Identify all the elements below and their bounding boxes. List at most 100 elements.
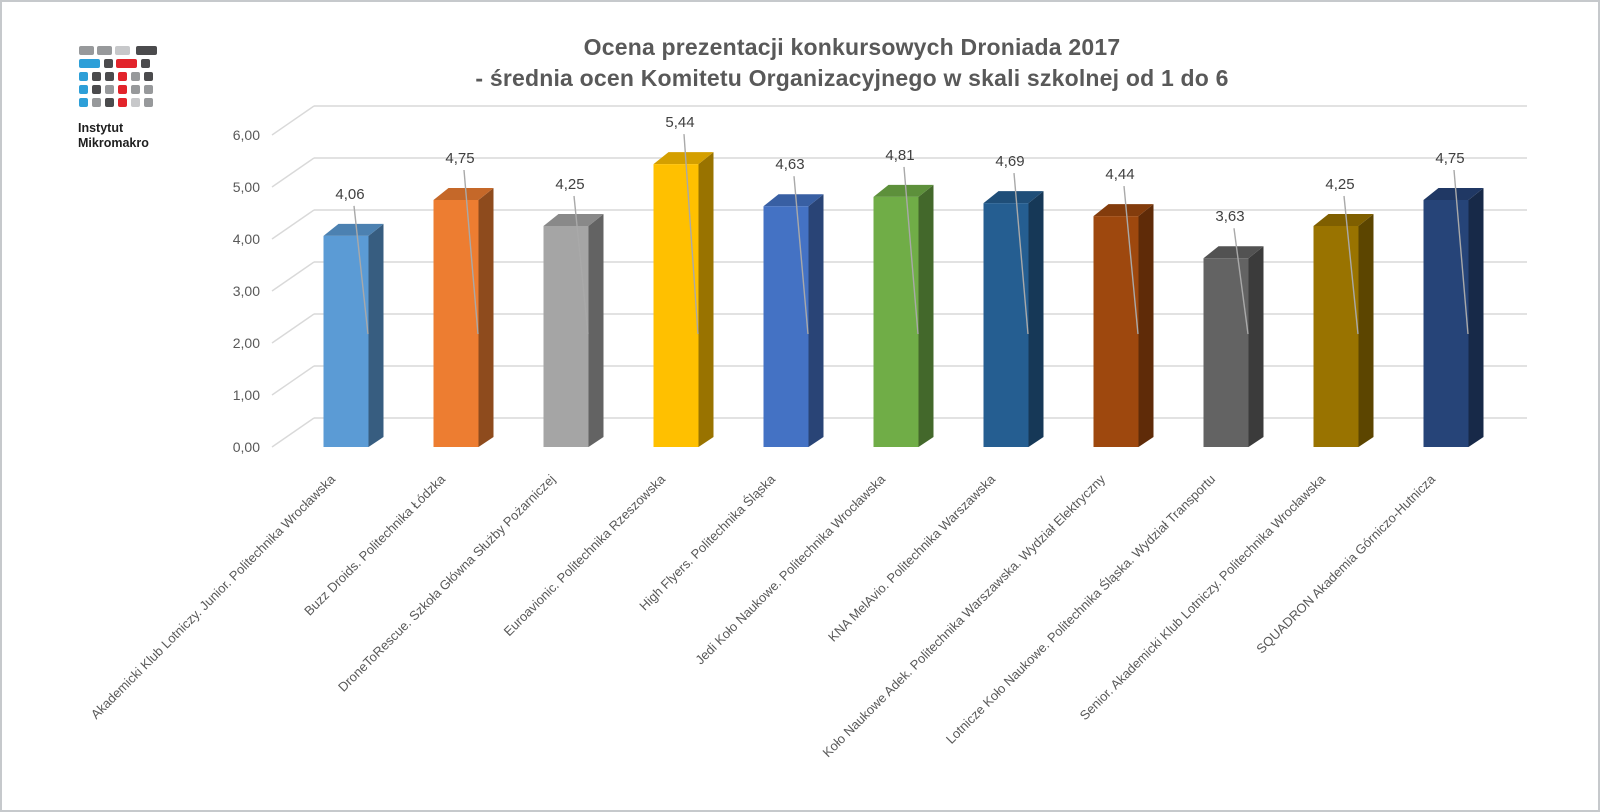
bar-value-label: 4,75 — [1435, 150, 1464, 167]
logo-cell — [104, 59, 113, 68]
bar-top-face — [323, 223, 384, 236]
category-label: Lotnicze Koło Naukowe. Politechnika Śląs… — [943, 472, 1218, 747]
bar-top-face — [543, 214, 604, 226]
logo-cell — [144, 72, 153, 81]
value-label-leader-line — [463, 169, 479, 335]
logo-text-line-2: Mikromakro — [78, 136, 149, 150]
bar — [1423, 200, 1469, 447]
category-label: Senior. Akademicki Klub Lotniczy. Polite… — [1077, 471, 1329, 723]
bar-side-face — [368, 223, 384, 447]
gridline-perspective-tick — [271, 365, 315, 396]
logo-cell — [79, 46, 94, 55]
logo-cell — [144, 85, 153, 94]
bar-side-face — [1248, 246, 1264, 447]
logo-cell — [92, 98, 101, 107]
bar-group — [653, 152, 714, 447]
gridline-perspective-tick — [271, 105, 315, 136]
bar-side-face — [918, 184, 934, 447]
bar-side-face — [1028, 191, 1044, 447]
logo-cell — [105, 85, 114, 94]
bar-value-label: 3,63 — [1215, 208, 1244, 225]
bar-side-face — [1358, 214, 1374, 447]
bar — [543, 226, 589, 447]
bar-group — [983, 191, 1044, 447]
bar-side-face — [478, 188, 494, 447]
bar — [873, 196, 919, 447]
value-label-leader-line — [683, 134, 699, 335]
bar-value-label: 4,81 — [885, 147, 914, 164]
logo-cell — [79, 72, 88, 81]
bar-top-face — [983, 191, 1044, 204]
logo-cell — [105, 72, 114, 81]
bar-group — [1313, 214, 1374, 447]
bar-top-face — [1203, 246, 1264, 259]
value-label-leader-line — [793, 176, 809, 335]
gridline-perspective-tick — [271, 157, 315, 188]
bar-value-label: 4,25 — [555, 176, 584, 193]
bar-side-face — [588, 214, 604, 447]
bar-value-label: 4,75 — [445, 150, 474, 167]
bar-value-label: 5,44 — [665, 114, 694, 131]
chart-title: Ocena prezentacji konkursowych Droniada … — [142, 32, 1562, 94]
y-axis-tick-label: 6,00 — [233, 127, 260, 143]
gridline-perspective-tick — [271, 313, 315, 344]
y-axis-tick-label: 5,00 — [233, 179, 260, 195]
value-label-leader-line — [1233, 228, 1249, 335]
y-axis-tick-label: 3,00 — [233, 283, 260, 299]
category-label: DroneToRescue. Szkoła Główna Służby Poża… — [335, 471, 558, 694]
bar-top-face — [1313, 214, 1374, 226]
logo-cell — [131, 72, 140, 81]
logo-cell — [141, 59, 150, 68]
bar-top-face — [1423, 188, 1484, 200]
bar-value-label: 4,25 — [1325, 176, 1354, 193]
value-label-leader-line — [1013, 173, 1029, 335]
gridline-perspective-tick — [271, 261, 315, 292]
bar-side-face — [698, 152, 714, 447]
bar-side-face — [1468, 188, 1484, 447]
bar-side-face — [808, 194, 824, 447]
value-label-leader-line — [1123, 186, 1139, 335]
gridline-perspective-tick — [271, 209, 315, 240]
bar-group — [543, 214, 604, 447]
logo-cell — [92, 72, 101, 81]
category-label: Akademicki Klub Lotniczy. Junior. Polite… — [88, 471, 339, 722]
bar — [433, 200, 479, 447]
y-axis-tick-label: 0,00 — [233, 439, 260, 455]
gridline-perspective-tick — [271, 417, 315, 448]
logo-cell — [97, 46, 112, 55]
logo-cell — [131, 98, 140, 107]
bar — [653, 164, 699, 447]
value-label-leader-line — [573, 195, 589, 335]
chart-title-line-2: - średnia ocen Komitetu Organizacyjnego … — [475, 65, 1229, 91]
logo-cell — [136, 46, 157, 55]
bar-group — [1093, 204, 1154, 447]
bar — [323, 235, 369, 447]
chart-title-line-1: Ocena prezentacji konkursowych Droniada … — [583, 34, 1121, 60]
y-axis-tick-label: 4,00 — [233, 231, 260, 247]
bar-value-label: 4,44 — [1105, 166, 1134, 183]
logo-cell — [79, 85, 88, 94]
value-label-leader-line — [1453, 169, 1469, 335]
bar-top-face — [433, 188, 494, 200]
logo-cell — [118, 85, 127, 94]
instytut-mikromakro-logo: Instytut Mikromakro — [78, 46, 198, 151]
value-label-leader-line — [1343, 195, 1359, 335]
bar-group — [433, 188, 494, 447]
bar — [763, 206, 809, 447]
category-label: Jedi Koło Naukowe. Politechnika Wrocławs… — [692, 471, 888, 667]
bar-value-label: 4,06 — [335, 186, 364, 203]
bar-group — [323, 223, 384, 447]
category-label: SQUADRON Akademia Górniczo-Hutnicza — [1253, 471, 1438, 656]
logo-cell — [92, 85, 101, 94]
bar-group — [1423, 188, 1484, 447]
logo-text-line-1: Instytut — [78, 121, 124, 135]
bar — [1203, 258, 1249, 447]
logo-cell — [118, 98, 127, 107]
bar-top-face — [1093, 204, 1154, 217]
logo-cell — [144, 98, 153, 107]
bar-group — [873, 184, 934, 447]
bar-value-label: 4,69 — [995, 153, 1024, 170]
value-label-leader-line — [353, 205, 369, 335]
logo-cell — [79, 59, 100, 68]
